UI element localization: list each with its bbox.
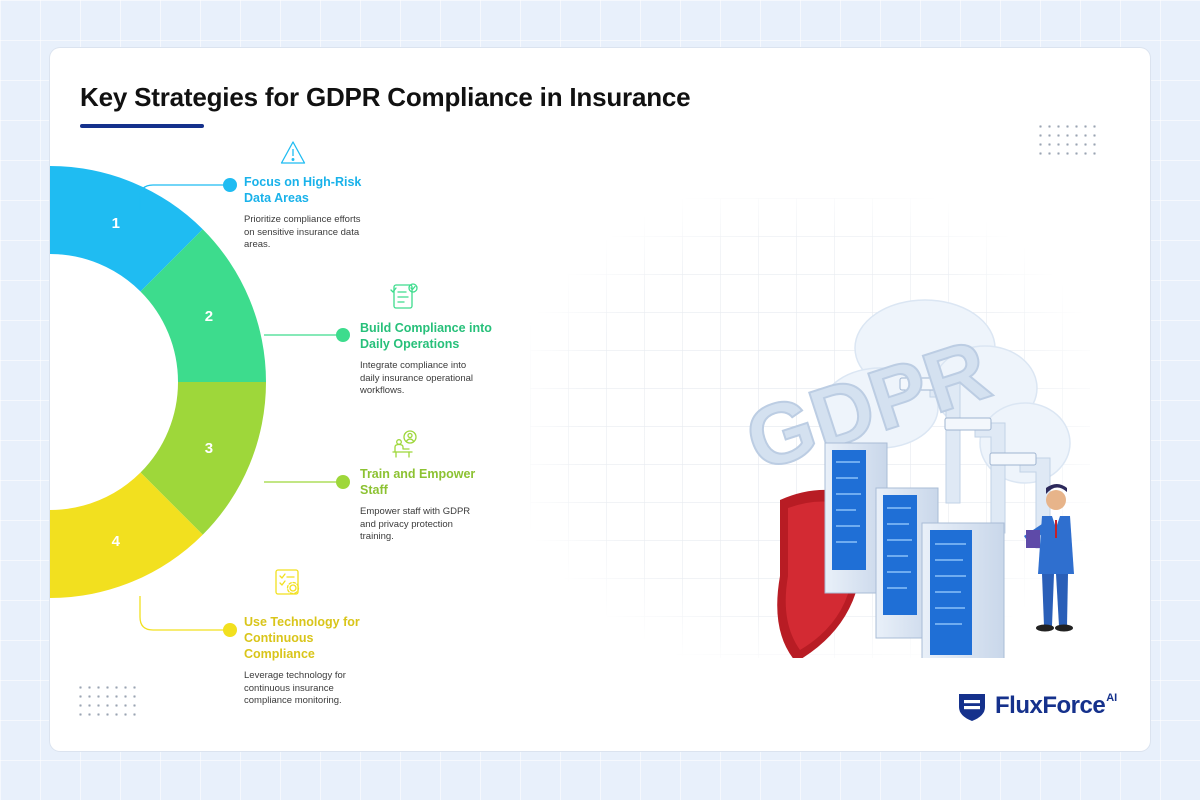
step-3: Train and Empower Staff Empower staff wit…: [360, 466, 500, 544]
connector-line-4: [139, 596, 228, 631]
ring-segment-number-1: 1: [112, 215, 120, 232]
ring-segment-number-3: 3: [205, 440, 213, 457]
network-switch: [899, 377, 1037, 466]
step-2-description: Integrate compliance into daily insurance…: [360, 360, 474, 396]
step-4-heading: Use Technology for Continuous Compliance: [244, 615, 360, 661]
step-4-description: Leverage technology for continuous insura…: [244, 670, 346, 706]
step-1-description: Prioritize compliance efforts on sensitiv…: [244, 214, 361, 250]
ring-segment-4: [50, 472, 203, 598]
gdpr-server-illustration: GDPR: [530, 198, 1090, 658]
ring-segment-number-4: 4: [112, 533, 121, 550]
ring-segment-number-2: 2: [205, 308, 213, 325]
ring-segment-3: [140, 382, 266, 535]
dot-grid-bottom-left: [76, 683, 142, 721]
step-2-heading: Build Compliance into Daily Operations: [360, 321, 492, 351]
step-2: Build Compliance into Daily Operations In…: [360, 320, 500, 398]
step-3-heading: Train and Empower Staff: [360, 467, 476, 497]
dot-grid-top-right: [1036, 122, 1102, 160]
connector-line-1: [139, 184, 228, 210]
step-1: Focus on High-Risk Data Areas Prioritize …: [244, 174, 384, 252]
server-rack: [824, 442, 1005, 658]
ring-segment-2: [140, 229, 266, 382]
checklist-document-icon: [388, 280, 420, 317]
logo-text: FluxForce: [995, 692, 1106, 719]
strategy-ring: 1 2 3 4: [50, 166, 350, 637]
step-3-description: Empower staff with GDPR and privacy prote…: [360, 506, 471, 542]
step-4: Use Technology for Continuous Compliance L…: [244, 614, 384, 708]
logo-suffix: AI: [1106, 692, 1118, 704]
warning-triangle-icon: [280, 140, 306, 171]
businessman-figure: [1024, 484, 1074, 632]
fluxforce-logo: FluxForce AI: [955, 688, 1117, 724]
person-desk-icon: [390, 428, 422, 465]
step-1-heading: Focus on High-Risk Data Areas: [244, 175, 362, 205]
connector-dot-3: [336, 475, 350, 489]
ring-segment-1: [50, 166, 203, 292]
gear-document-icon: [272, 566, 304, 603]
connector-dot-2: [336, 328, 350, 342]
page-title: Key Strategies for GDPR Compliance in In…: [80, 82, 691, 112]
connector-dot-4: [223, 623, 237, 637]
infographic-card: Key Strategies for GDPR Compliance in In…: [50, 48, 1150, 751]
connector-dot-1: [223, 178, 237, 192]
shield-logo-icon: [959, 694, 985, 721]
title-underline: [80, 124, 204, 128]
